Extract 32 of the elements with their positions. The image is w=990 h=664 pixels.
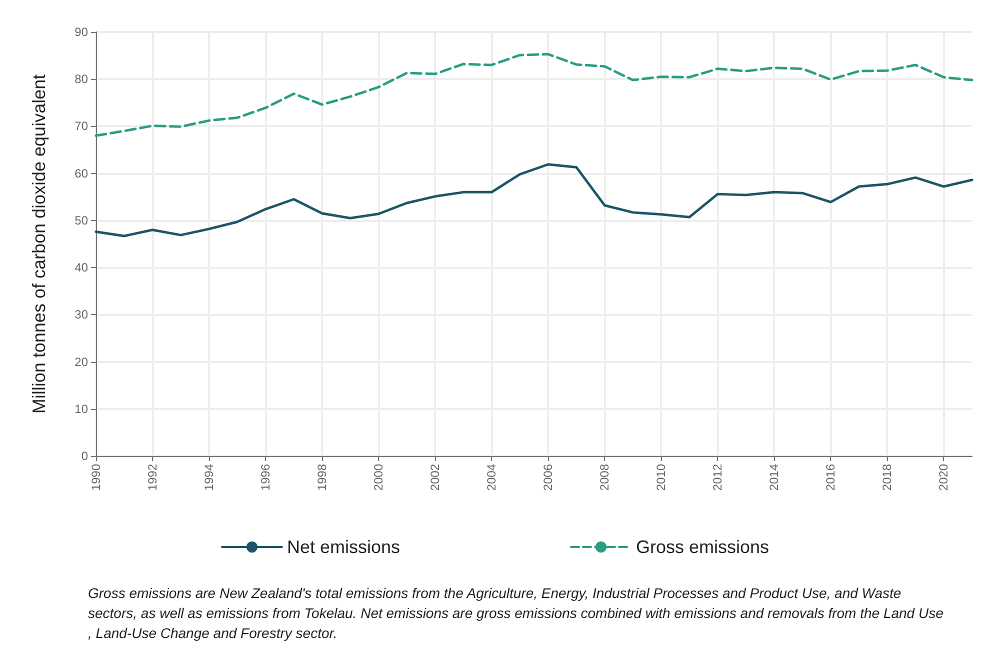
legend-label: Net emissions [286, 537, 400, 557]
x-tick-label: 2000 [372, 464, 386, 491]
x-tick-label: 1990 [89, 464, 103, 491]
y-tick-label: 80 [74, 72, 88, 86]
x-tick-label: 1996 [258, 464, 273, 491]
text: Gross emissions are New Zealand's total emissions from the Agriculture, Energy, Industrial Processes and Product Use, and Waste sectors, as well as emissions from Tokelau. Net emissions are gross emissions combined with emissions and removals from the Land Use, Land-Use Change and Forestry sector. [88, 585, 944, 641]
x-tick-label: 1992 [146, 464, 160, 491]
legend-label: Gross emissions [636, 537, 770, 557]
y-axis-title: Million tonnes of carbon dioxide equivalent [29, 74, 49, 414]
line-series [94, 163, 974, 238]
x-tick-label: 2012 [710, 464, 725, 491]
y-tick-label: 90 [74, 25, 88, 39]
x-tick-label: 2002 [428, 464, 442, 491]
y-tick-label: 60 [74, 166, 88, 180]
x-tick-label: 2008 [598, 464, 612, 491]
y-tick-label: 0 [81, 449, 88, 463]
y-tick-label: 30 [74, 308, 88, 322]
y-tick-label: 20 [74, 354, 88, 369]
x-tick-label: 1994 [202, 464, 216, 491]
y-tick-label: 70 [74, 119, 88, 134]
x-tick-label: 2020 [936, 464, 951, 491]
y-tick-label: 10 [74, 402, 88, 416]
x-tick-label: 2014 [767, 464, 782, 491]
x-tick-label: 2010 [654, 464, 668, 491]
line-series [94, 52, 974, 137]
x-tick-label: 2004 [484, 464, 499, 491]
y-tick-label: 50 [74, 213, 88, 228]
x-tick-label: 2006 [541, 464, 556, 491]
x-tick-label: 1998 [315, 464, 330, 491]
x-tick-label: 2018 [880, 464, 894, 491]
y-tick-label: 40 [74, 260, 88, 275]
x-tick-label: 2016 [824, 464, 838, 491]
